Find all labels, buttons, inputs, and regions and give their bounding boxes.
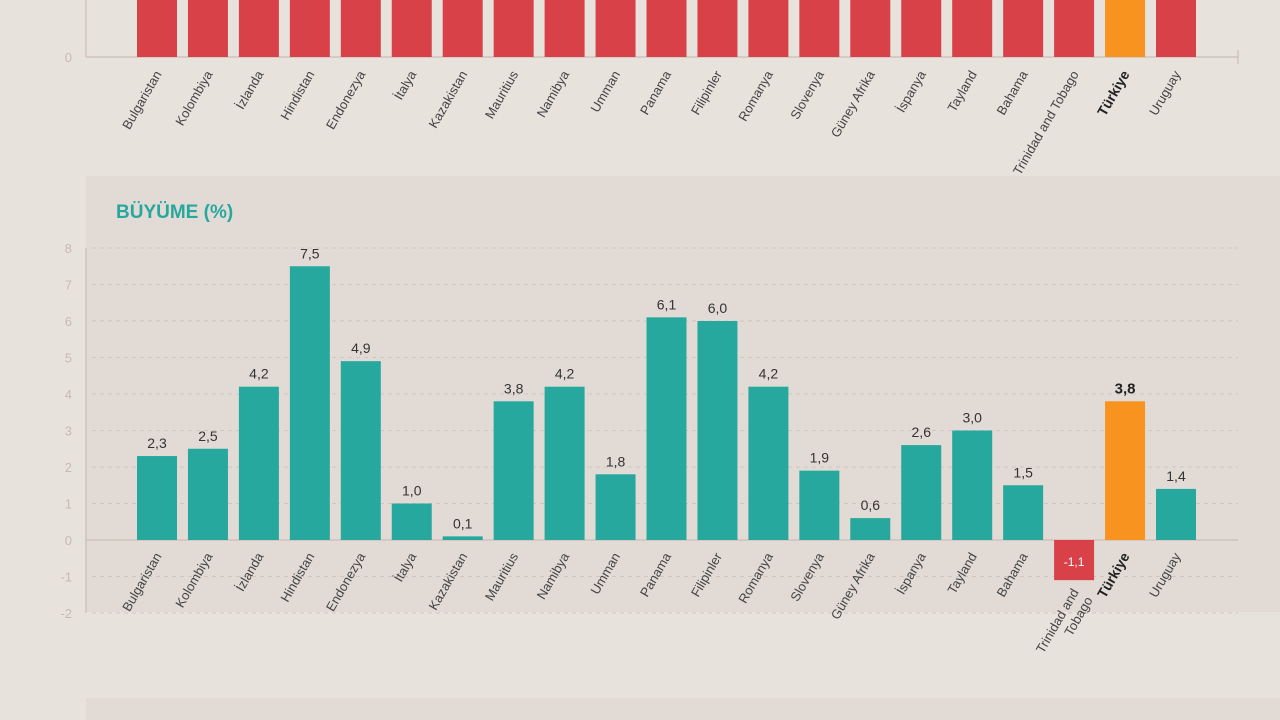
growth-bar-umman <box>595 474 636 540</box>
top-category-label: Panama <box>637 67 675 117</box>
top-category-label: Umman <box>587 68 623 115</box>
top-category-label: İzlanda <box>233 67 267 111</box>
top-bar-turkiye <box>1105 0 1146 57</box>
data-label: 4,2 <box>249 366 269 382</box>
top-bar-slovenya <box>799 0 840 57</box>
data-label: 1,8 <box>606 453 626 469</box>
top-bar-filipinler <box>697 0 738 57</box>
growth-bar-panama <box>646 317 687 540</box>
top-bar-trinidad-and-tobago <box>1054 0 1095 57</box>
top-category-label: Bulgaristan <box>119 68 165 132</box>
data-label: 3,8 <box>1115 380 1136 397</box>
top-category-label: Hindistan <box>277 68 317 122</box>
top-bar-namibya <box>544 0 585 57</box>
growth-bar-uruguay <box>1156 488 1196 540</box>
growth-bar-kolombiya <box>187 448 228 540</box>
growth-bar-ispanya <box>901 445 942 540</box>
data-label: 4,2 <box>759 366 779 382</box>
top-category-label: Uruguay <box>1146 68 1184 118</box>
top-category-label: Kazakistan <box>426 68 471 131</box>
top-category-label: Endonezya <box>323 67 369 132</box>
growth-bar-filipinler <box>697 321 738 540</box>
growth-bar-namibya <box>544 386 585 540</box>
data-label: 2,3 <box>147 435 167 451</box>
next-panel-background <box>86 698 1280 720</box>
data-label: 1,4 <box>1166 468 1186 484</box>
growth-bar-bulgaristan <box>137 456 177 540</box>
top-category-label: Türkiye <box>1094 67 1133 118</box>
y-tick-label: 8 <box>65 241 72 256</box>
top-category-label: Slovenya <box>787 67 827 121</box>
top-bar-bahama <box>1003 0 1044 57</box>
top-bar-endonezya <box>340 0 381 57</box>
growth-chart-title: BÜYÜME (%) <box>116 202 233 223</box>
y-tick-label: 2 <box>65 460 72 475</box>
y-tick-label: -2 <box>60 606 72 621</box>
top-category-label: Güney Afrika <box>828 67 879 140</box>
growth-bar-italya <box>391 503 432 540</box>
y-tick-label: 5 <box>65 351 72 366</box>
top-category-label: Tayland <box>944 68 979 114</box>
growth-bar-slovenya <box>799 470 840 540</box>
top-category-label: İspanya <box>893 67 929 115</box>
top-bar-umman <box>595 0 636 57</box>
y-tick-label: 7 <box>65 278 72 293</box>
top-y-tick-label: 0 <box>65 50 72 65</box>
y-tick-label: -1 <box>60 570 72 585</box>
top-bar-hindistan <box>289 0 330 57</box>
growth-bar-bahama <box>1003 485 1044 540</box>
top-bar-kolombiya <box>187 0 228 57</box>
data-label: 1,5 <box>1013 464 1033 480</box>
top-bar-bulgaristan <box>137 0 177 57</box>
data-label: 4,9 <box>351 340 371 356</box>
top-bar-kazakistan <box>442 0 483 58</box>
data-label: 6,1 <box>657 296 677 312</box>
top-category-label: Filipinler <box>688 67 726 117</box>
data-label: 1,9 <box>810 450 830 466</box>
data-label: 3,8 <box>504 380 524 396</box>
top-bar-italya <box>391 0 432 57</box>
data-label: 2,6 <box>912 424 932 440</box>
top-bar-panama <box>646 0 687 57</box>
data-label: 0,6 <box>861 497 881 513</box>
top-bar-ispanya <box>901 0 942 57</box>
growth-bar-turkiye <box>1105 401 1146 540</box>
y-tick-label: 6 <box>65 314 72 329</box>
data-label: 1,0 <box>402 483 422 499</box>
top-bar-izlanda <box>238 0 279 57</box>
growth-bar-guney-afrika <box>850 518 891 540</box>
growth-bar-kazakistan <box>442 536 483 540</box>
data-label: 2,5 <box>198 428 218 444</box>
top-category-label: İtalya <box>391 67 420 102</box>
growth-bar-izlanda <box>238 386 279 540</box>
top-bar-romanya <box>748 0 789 57</box>
growth-bar-mauritius <box>493 401 534 540</box>
data-label: 0,1 <box>453 515 473 531</box>
top-category-label: Kolombiya <box>172 67 216 128</box>
data-label: 3,0 <box>962 410 982 426</box>
top-bar-guney-afrika <box>850 0 891 57</box>
data-label: 6,0 <box>708 300 728 316</box>
growth-bar-trinidad-and-tobago <box>1054 540 1095 581</box>
y-tick-label: 3 <box>65 424 72 439</box>
y-tick-label: 0 <box>65 533 72 548</box>
top-bar-chart: 0 Bulgaristan Kolombiya İzlanda Hindistan End… <box>65 0 1239 178</box>
data-label: -1,1 <box>1064 555 1085 569</box>
top-bar-uruguay <box>1156 0 1196 57</box>
data-label: 7,5 <box>300 245 320 261</box>
top-category-label: Romanya <box>735 67 776 123</box>
top-bar-mauritius <box>493 0 534 57</box>
top-bar-tayland <box>952 0 993 57</box>
growth-bar-hindistan <box>289 266 330 540</box>
y-tick-label: 1 <box>65 497 72 512</box>
top-category-label: Namibya <box>534 67 573 120</box>
data-label: 4,2 <box>555 366 575 382</box>
top-category-label: Bahama <box>994 67 1032 117</box>
top-category-label: Mauritius <box>482 68 522 122</box>
y-tick-label: 4 <box>65 387 72 402</box>
growth-bar-romanya <box>748 386 789 540</box>
growth-bar-endonezya <box>340 361 381 540</box>
growth-bar-tayland <box>952 430 993 540</box>
